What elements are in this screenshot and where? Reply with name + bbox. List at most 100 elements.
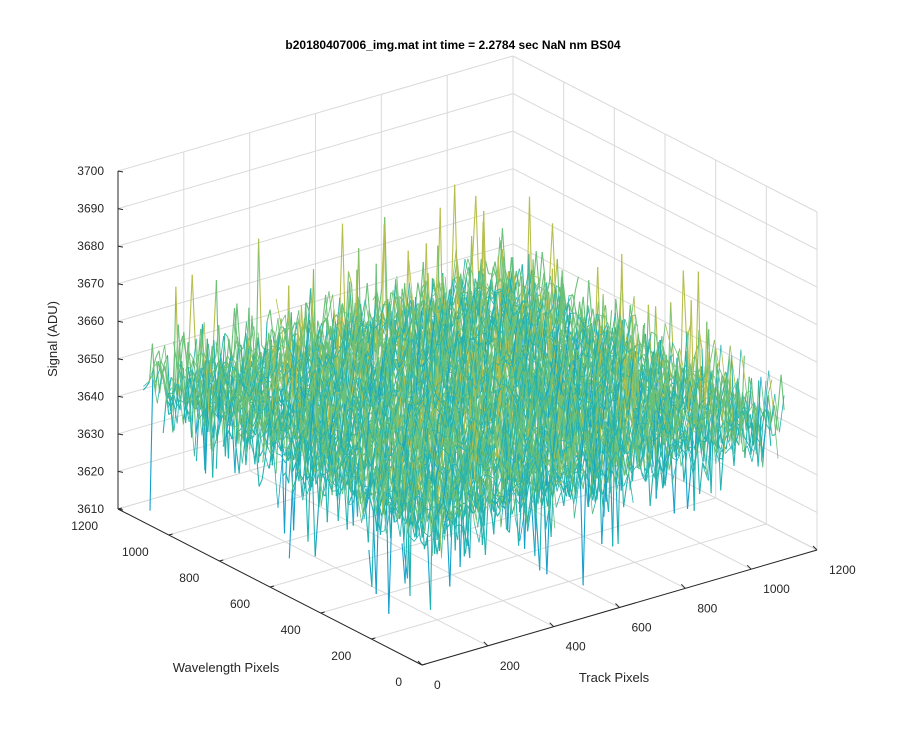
grid-line	[512, 205, 818, 363]
surface-segment	[215, 325, 220, 357]
surface-segment	[452, 291, 458, 306]
surface-segment	[595, 314, 600, 330]
surface-segment	[548, 223, 554, 283]
surface-segment	[224, 332, 229, 338]
surface-segment	[248, 402, 254, 423]
surface-segment	[395, 279, 400, 311]
surface-segment	[501, 316, 506, 341]
surface-segment	[540, 272, 545, 294]
surface-segment	[670, 459, 675, 514]
surface-segment	[686, 473, 692, 509]
surface-segment	[458, 276, 464, 295]
surface-segment	[283, 418, 289, 534]
surface-segment	[538, 252, 543, 290]
surface-segment	[175, 286, 180, 397]
surface-segment	[191, 274, 196, 343]
surface-segment	[537, 293, 542, 297]
surface-segment	[568, 304, 573, 314]
surface-segment	[261, 385, 266, 400]
surface-segment	[198, 324, 204, 371]
surface-segment	[491, 261, 496, 276]
surface-segment	[378, 357, 383, 388]
surface-segment	[148, 343, 153, 383]
surface-segment	[360, 303, 365, 340]
surface-segment	[487, 284, 492, 308]
surface-segment	[192, 359, 197, 382]
surface-segment	[562, 283, 567, 310]
surface-segment	[188, 274, 193, 342]
chart-title: b20180407006_img.mat int time = 2.2784 s…	[285, 38, 621, 52]
surface-segment	[277, 388, 283, 404]
surface-segment	[142, 386, 147, 391]
surface-segment	[230, 307, 236, 354]
surface-segment	[366, 282, 371, 322]
surface-segment	[258, 238, 263, 346]
surface-segment	[393, 313, 398, 320]
surface-plot	[142, 184, 785, 614]
surface-segment	[347, 271, 353, 284]
surface-segment	[649, 473, 654, 507]
surface-segment	[183, 332, 188, 365]
surface-segment	[340, 313, 345, 330]
surface-segment	[167, 377, 172, 399]
surface-segment	[234, 394, 239, 474]
surface-segment	[445, 357, 450, 365]
grid-line	[219, 445, 615, 562]
surface-segment	[251, 434, 256, 465]
surface-segment	[254, 399, 260, 463]
surface-segment	[484, 260, 490, 274]
surface-segment	[268, 427, 273, 466]
grid-line	[320, 497, 716, 614]
grid-line	[512, 93, 818, 251]
surface-segment	[258, 478, 263, 487]
surface-segment	[259, 450, 264, 457]
surface-segment	[523, 296, 528, 314]
surface-segment	[588, 280, 593, 316]
grid-line	[512, 55, 818, 213]
surface-segment	[290, 333, 295, 340]
surface-segment	[279, 408, 284, 420]
surface-segment	[431, 277, 436, 290]
surface-segment	[264, 431, 269, 459]
surface-segment	[158, 350, 163, 376]
surface-segment	[162, 371, 167, 387]
surface-segment	[225, 356, 230, 371]
surface-segment	[682, 270, 687, 337]
surface-segment	[228, 430, 233, 440]
surface-segment	[155, 350, 160, 358]
surface-segment	[236, 303, 241, 347]
surface-segment	[228, 384, 232, 389]
surface-segment	[261, 458, 266, 480]
surface-segment	[277, 435, 282, 441]
surface-segment	[471, 235, 476, 328]
surface-segment	[374, 320, 379, 359]
surface-segment	[212, 279, 217, 345]
surface-segment	[255, 447, 260, 487]
surface-segment	[180, 332, 185, 364]
surface-segment	[410, 320, 415, 344]
surface-segment	[414, 307, 420, 338]
grid-line	[512, 130, 818, 288]
grid-line	[117, 55, 514, 172]
surface-segment	[231, 406, 236, 440]
surface-segment	[451, 184, 456, 285]
surface-segment	[266, 309, 271, 323]
surface-segment	[307, 453, 312, 542]
surface-segment	[462, 297, 467, 313]
surface-segment	[369, 498, 374, 512]
surface-segment	[152, 356, 157, 369]
surface-segment	[542, 316, 547, 360]
surface-segment	[172, 286, 177, 433]
surface-segment	[260, 398, 265, 402]
grid-line	[117, 130, 514, 247]
surface-segment	[282, 326, 287, 341]
surface-segment	[174, 324, 179, 386]
surface-segment	[201, 401, 206, 471]
surface-segment	[235, 448, 240, 474]
surface-segment	[228, 338, 233, 364]
surface-segment	[475, 195, 480, 287]
surface-segment	[468, 235, 473, 353]
surface-segment	[535, 251, 540, 290]
surface-segment	[322, 317, 327, 323]
grid-line	[117, 205, 514, 322]
